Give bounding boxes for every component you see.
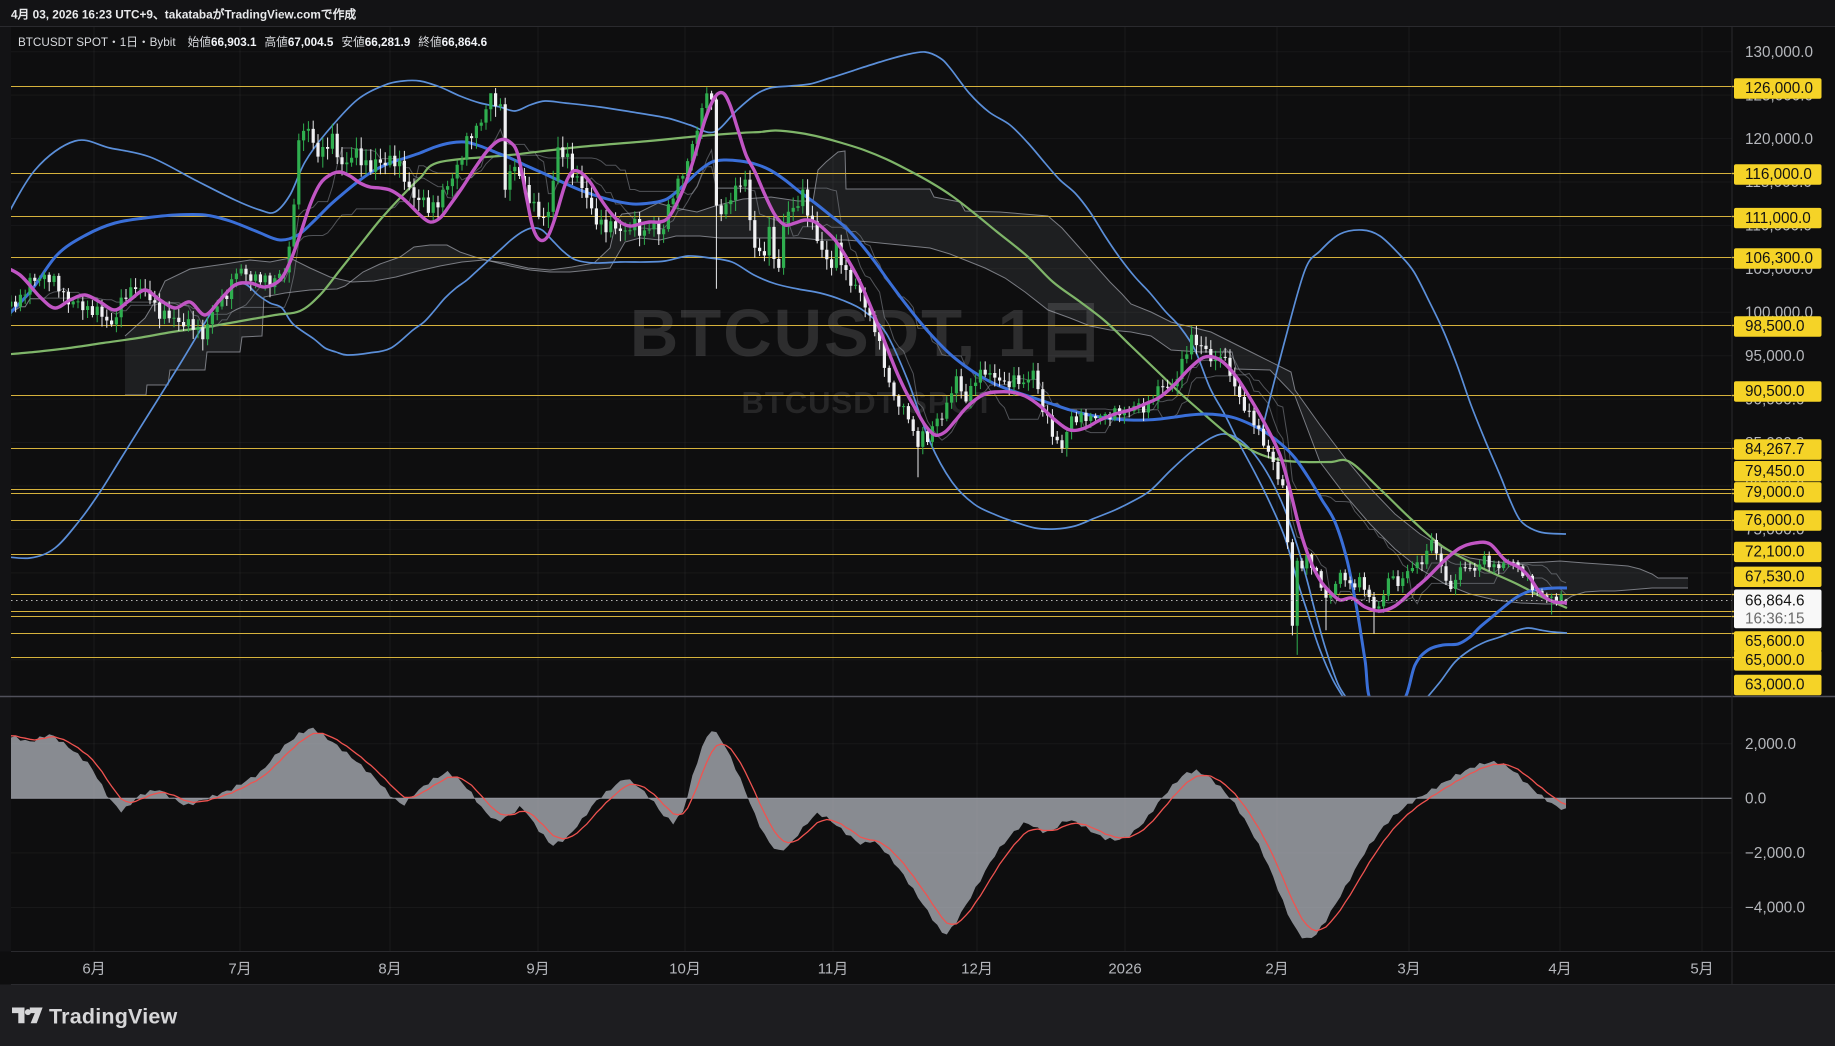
svg-text:2,000.0: 2,000.0 xyxy=(1745,736,1796,753)
svg-text:76,000.0: 76,000.0 xyxy=(1745,512,1805,529)
svg-text:−2,000.0: −2,000.0 xyxy=(1745,845,1805,862)
svg-text:−4,000.0: −4,000.0 xyxy=(1745,900,1805,917)
svg-text:3月: 3月 xyxy=(1397,961,1420,978)
svg-text:126,000.0: 126,000.0 xyxy=(1745,80,1813,97)
svg-text:16:36:15: 16:36:15 xyxy=(1745,611,1805,628)
svg-text:8月: 8月 xyxy=(378,961,401,978)
svg-text:TradingView: TradingView xyxy=(49,1005,178,1029)
svg-text:72,100.0: 72,100.0 xyxy=(1745,544,1805,561)
svg-text:111,000.0: 111,000.0 xyxy=(1745,210,1811,227)
svg-text:95,000.0: 95,000.0 xyxy=(1745,348,1805,365)
svg-text:65,600.0: 65,600.0 xyxy=(1745,633,1805,650)
svg-text:116,000.0: 116,000.0 xyxy=(1745,166,1812,183)
svg-text:12月: 12月 xyxy=(961,961,993,978)
svg-text:79,000.0: 79,000.0 xyxy=(1745,484,1805,501)
svg-text:130,000.0: 130,000.0 xyxy=(1745,44,1813,61)
svg-text:6月: 6月 xyxy=(82,961,105,978)
svg-text:2月: 2月 xyxy=(1265,961,1288,978)
svg-text:4月: 4月 xyxy=(1548,961,1571,978)
svg-text:120,000.0: 120,000.0 xyxy=(1745,131,1813,148)
svg-text:79,450.0: 79,450.0 xyxy=(1745,463,1805,480)
svg-text:106,300.0: 106,300.0 xyxy=(1745,250,1813,267)
svg-text:84,267.7: 84,267.7 xyxy=(1745,441,1805,458)
svg-text:9月: 9月 xyxy=(526,961,549,978)
svg-text:BTCUSDT, 1日: BTCUSDT, 1日 xyxy=(630,296,1106,371)
svg-text:4月 03, 2026 16:23 UTC+9、takata: 4月 03, 2026 16:23 UTC+9、takatabaがTrading… xyxy=(11,8,356,22)
svg-text:7月: 7月 xyxy=(228,961,251,978)
svg-text:90,500.0: 90,500.0 xyxy=(1745,383,1805,400)
svg-text:63,000.0: 63,000.0 xyxy=(1745,677,1805,694)
svg-text:65,000.0: 65,000.0 xyxy=(1745,652,1805,669)
svg-text:2026: 2026 xyxy=(1108,961,1141,978)
svg-text:67,530.0: 67,530.0 xyxy=(1745,569,1805,586)
svg-text:0.0: 0.0 xyxy=(1745,791,1766,808)
svg-text:10月: 10月 xyxy=(669,961,701,978)
svg-text:98,500.0: 98,500.0 xyxy=(1745,318,1805,335)
svg-text:5月: 5月 xyxy=(1690,961,1713,978)
svg-text:11月: 11月 xyxy=(818,961,849,978)
svg-text:66,864.6: 66,864.6 xyxy=(1745,593,1805,610)
